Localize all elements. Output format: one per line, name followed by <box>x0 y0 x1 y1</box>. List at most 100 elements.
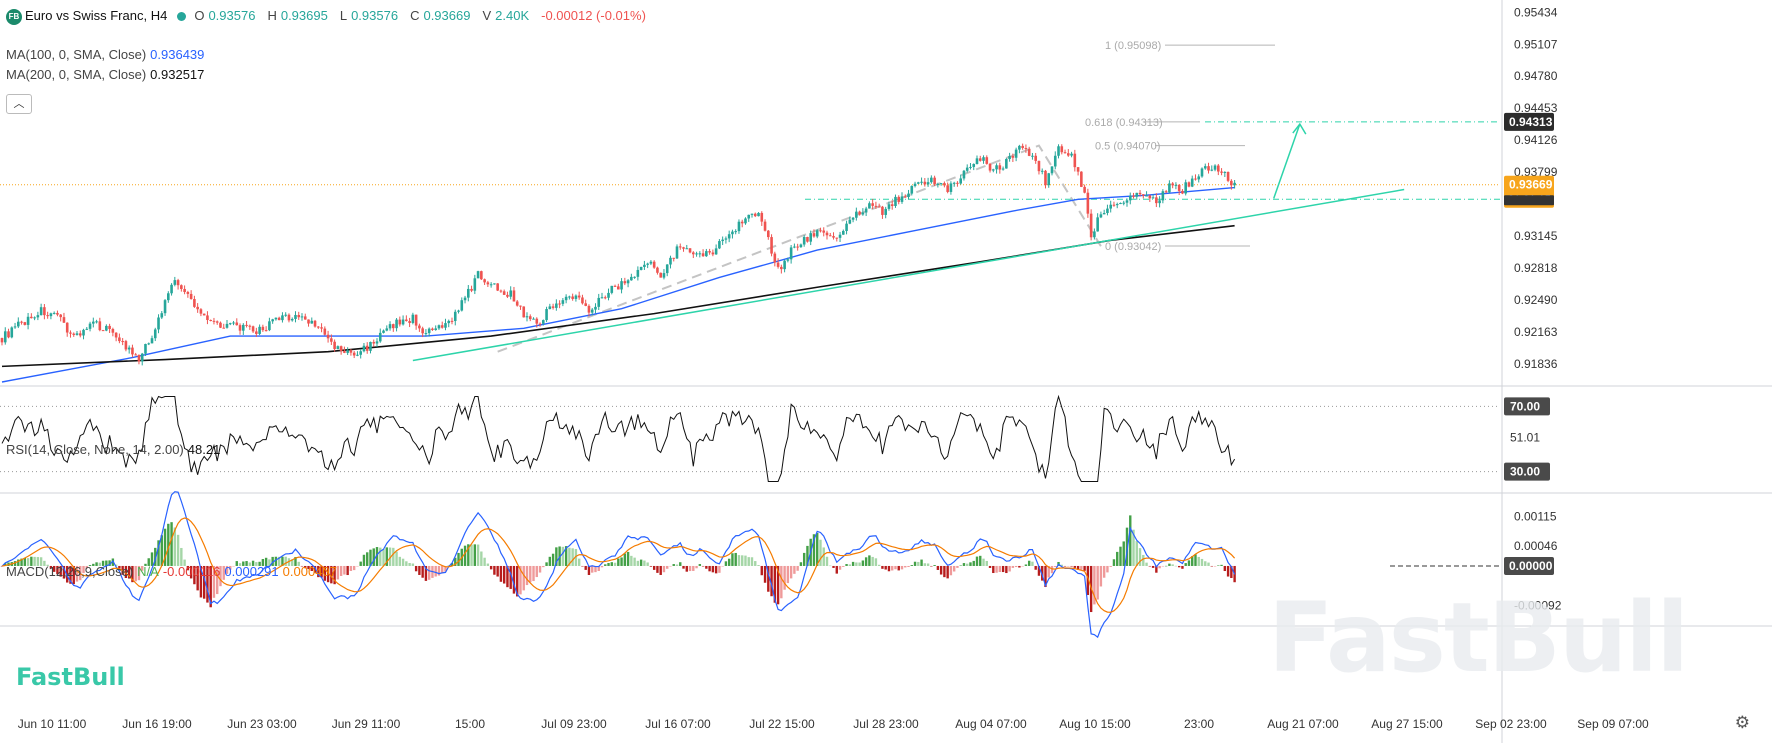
candle-body <box>1135 192 1139 197</box>
macd-histogram-bar <box>33 556 36 566</box>
candle-body <box>1177 184 1181 191</box>
macd-histogram-bar <box>56 565 59 575</box>
candle-body <box>669 257 672 265</box>
fib-level-label: 0.618 (0.94313) <box>1085 117 1163 129</box>
candle-body <box>617 286 620 290</box>
price-axis[interactable]: 0.95434 0.95107 0.94780 0.94453 0.94126 0.937… <box>1504 5 1558 371</box>
macd-histogram-bar <box>1086 565 1090 596</box>
macd-histogram-bar <box>714 565 718 574</box>
volume-label: V <box>482 8 492 23</box>
symbol-title[interactable]: Euro vs Swiss Franc, H4 <box>25 8 168 23</box>
macd-histogram-bar <box>105 560 108 566</box>
candle-body <box>1080 171 1083 187</box>
macd-histogram-bar <box>718 565 721 573</box>
candle-body <box>476 271 480 279</box>
macd-histogram-bar <box>375 547 379 566</box>
macd-histogram-bar <box>851 561 855 566</box>
candle-body <box>255 331 258 334</box>
rsi-level-label: 51.01 <box>1510 430 1540 444</box>
candle-body <box>802 236 806 245</box>
macd-histogram-bar <box>379 547 382 566</box>
candle-body <box>649 261 653 264</box>
candle-body <box>705 251 708 257</box>
macd-histogram-bar <box>669 565 672 567</box>
macd-histogram-bar <box>330 565 333 584</box>
candle-body <box>1168 183 1171 193</box>
candle-body <box>118 337 121 342</box>
macd-histogram-bar <box>382 549 385 566</box>
candle-body <box>13 326 17 328</box>
candle-body <box>17 321 20 327</box>
candle-body <box>1067 153 1070 156</box>
candle-body <box>486 282 490 285</box>
macd-na-value: N/A <box>137 564 159 579</box>
macd-histogram-bar <box>747 557 750 566</box>
candle-body <box>10 327 14 338</box>
candle-body <box>320 327 323 329</box>
macd-histogram-bar <box>1073 565 1077 568</box>
macd-histogram-bar <box>920 559 923 566</box>
candle-body <box>581 297 584 304</box>
macd-histogram-bar <box>529 565 532 583</box>
price-tick-label: 0.91836 <box>1514 357 1558 371</box>
macd-histogram-bar <box>620 557 623 566</box>
time-tick-label: Jun 16 19:00 <box>122 717 192 731</box>
rsi-legend[interactable]: RSI(14, Close, None, 14, 2.00) 48.21 <box>6 440 224 460</box>
projection-arrowhead <box>1292 122 1307 135</box>
time-axis[interactable]: Jun 10 11:00 Jun 16 19:00 Jun 23 03:00 Jun … <box>18 717 1649 731</box>
macd-histogram-bar <box>675 564 679 566</box>
macd-histogram-bar <box>910 565 913 566</box>
candle-body <box>1005 159 1008 169</box>
candle-body <box>574 295 578 299</box>
candle-body <box>43 307 46 316</box>
ma200-legend[interactable]: MA(200, 0, SMA, Close) 0.932517 <box>6 65 208 85</box>
macd-histogram-bar <box>141 565 144 571</box>
candle-body <box>913 183 917 187</box>
macd-histogram-bar <box>1047 565 1050 578</box>
macd-histogram-bar <box>509 565 512 589</box>
candle-body <box>150 338 154 344</box>
candle-body <box>528 316 532 320</box>
candle-body <box>157 317 160 330</box>
macd-histogram-bar <box>652 565 656 570</box>
candle-body <box>603 297 607 299</box>
candle-body <box>1181 190 1184 194</box>
macd-histogram-bar <box>1102 565 1106 578</box>
candle-body <box>1142 194 1145 196</box>
candle-body <box>261 326 265 331</box>
candle-body <box>656 267 659 273</box>
gear-icon[interactable]: ⚙ <box>1734 713 1750 732</box>
candle-body <box>310 320 314 324</box>
candle-body <box>1083 186 1086 193</box>
macd-histogram-bar <box>829 565 832 567</box>
macd-histogram-bar <box>1034 565 1037 570</box>
candle-body <box>134 354 137 356</box>
macd-histogram-bar <box>754 561 757 566</box>
ma200-value: 0.932517 <box>150 67 205 82</box>
time-tick-label: Jul 16 07:00 <box>645 717 711 731</box>
candle-body <box>727 234 731 239</box>
macd-histogram-bar <box>395 551 398 566</box>
macd-signal-value: 0.000407 <box>282 564 337 579</box>
candle-body <box>1174 184 1178 186</box>
collapse-legend-button[interactable]: ︿ <box>6 94 32 114</box>
macd-histogram-bar <box>1142 554 1145 566</box>
macd-histogram-bar <box>913 561 917 566</box>
macd-histogram-bar <box>1070 565 1073 567</box>
macd-histogram-bar <box>1191 556 1194 566</box>
macd-histogram-bar <box>114 564 118 566</box>
candle-body <box>496 283 499 291</box>
candle-body <box>75 333 79 335</box>
ma100-legend[interactable]: MA(100, 0, SMA, Close) 0.936439 <box>6 45 208 65</box>
candle-body <box>952 182 956 184</box>
candle-body <box>868 203 871 209</box>
candle-body <box>1001 168 1005 170</box>
candle-body <box>1151 197 1155 199</box>
candle-body <box>450 320 454 322</box>
macd-histogram-bar <box>789 565 793 579</box>
candle-body <box>114 332 118 338</box>
macd-legend[interactable]: MACD(12,26,9,Close) N/A -0.000116 0.000291 0… <box>6 562 341 582</box>
macd-histogram-bar <box>398 556 402 566</box>
macd-histogram-bar <box>1171 564 1174 566</box>
